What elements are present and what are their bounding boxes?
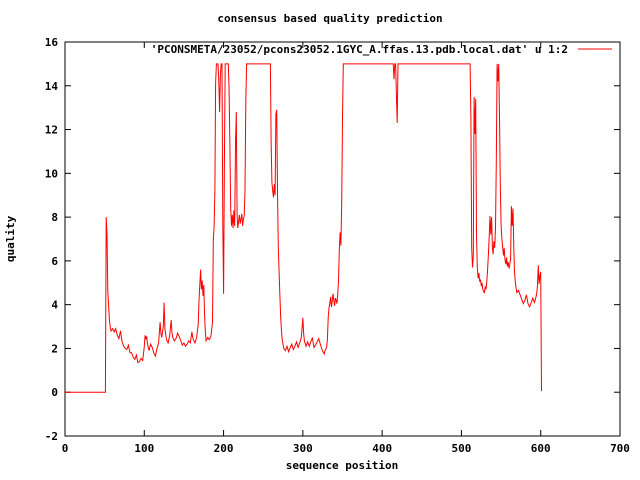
- x-axis-label: sequence position: [286, 459, 399, 472]
- y-tick-label: 4: [51, 299, 58, 312]
- x-tick-label: 300: [293, 442, 313, 455]
- y-tick-label: -2: [45, 430, 58, 443]
- x-tick-label: 200: [214, 442, 234, 455]
- axes-ticks-layer: 0 100 200 300 400 500 600 700 -2 0 2 4 6 8 10 12 14 16: [45, 36, 630, 455]
- y-tick-label: 0: [51, 386, 58, 399]
- y-axis-label: quality: [4, 215, 17, 262]
- y-tick-label: 8: [51, 211, 58, 224]
- y-tick-label: 14: [45, 80, 59, 93]
- y-tick-label: 6: [51, 255, 58, 268]
- x-tick-label: 700: [610, 442, 630, 455]
- chart-title: consensus based quality prediction: [217, 12, 442, 25]
- y-tick-label: 2: [51, 342, 58, 355]
- y-tick-label: 16: [45, 36, 59, 49]
- data-line: [65, 63, 542, 393]
- x-tick-label: 0: [62, 442, 69, 455]
- x-tick-label: 100: [134, 442, 154, 455]
- legend-label: 'PCONSMETA/23052/pcons23052.1GYC_A.ffas.…: [151, 43, 568, 56]
- y-tick-label: 12: [45, 124, 58, 137]
- x-tick-label: 600: [531, 442, 551, 455]
- x-tick-label: 400: [372, 442, 392, 455]
- data-series-layer: [65, 63, 542, 393]
- y-tick-label: 10: [45, 167, 58, 180]
- plot-border: [64, 41, 621, 437]
- x-tick-label: 500: [451, 442, 471, 455]
